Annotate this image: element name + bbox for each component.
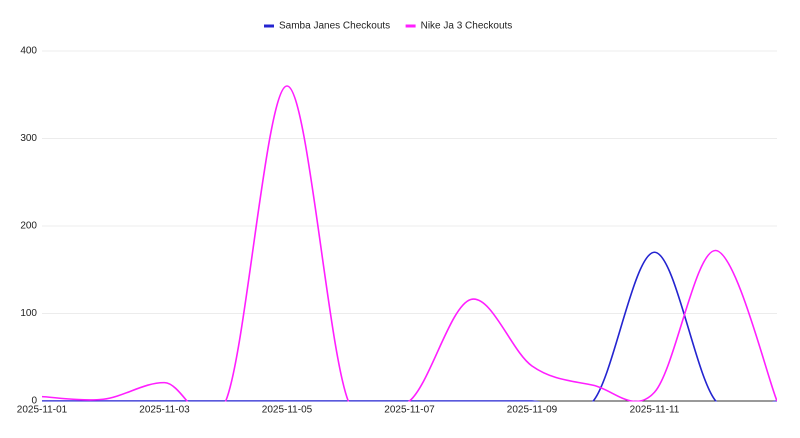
x-tick-label: 2025-11-11 <box>630 405 680 416</box>
series-line <box>42 85 777 402</box>
y-tick-label: 400 <box>20 46 37 57</box>
x-tick-label: 2025-11-07 <box>384 405 435 416</box>
legend: Samba Janes Checkouts Nike Ja 3 Checkouts <box>264 21 512 32</box>
x-tick-label: 2025-11-03 <box>139 405 190 416</box>
x-tick-label: 2025-11-05 <box>262 405 313 416</box>
plot-area <box>42 85 777 402</box>
y-tick-label: 100 <box>20 308 37 319</box>
axes: 0 100 200 300 400 2025-11-01 2025-11-03 2025-11… <box>17 46 777 416</box>
legend-label: Nike Ja 3 Checkouts <box>421 21 513 32</box>
x-tick-label: 2025-11-09 <box>507 405 558 416</box>
y-tick-label: 300 <box>20 133 37 144</box>
series-line <box>42 251 777 402</box>
y-tick-label: 0 <box>31 396 37 407</box>
x-tick-label: 2025-11-01 <box>17 405 68 416</box>
y-tick-label: 200 <box>20 221 37 232</box>
legend-label: Samba Janes Checkouts <box>279 21 390 32</box>
